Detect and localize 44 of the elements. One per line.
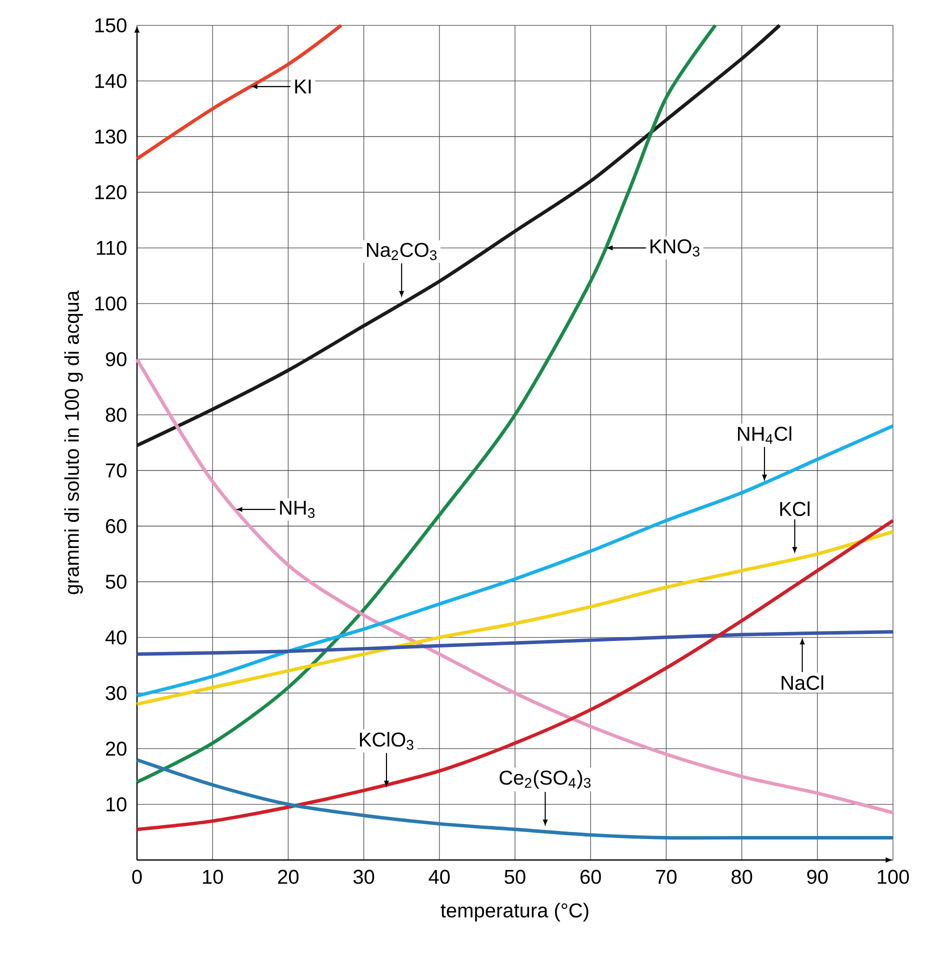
x-tick-label: 50 — [504, 870, 526, 884]
y-tick-label: 70 — [106, 463, 126, 478]
y-tick-label: 80 — [106, 408, 126, 422]
x-tick-label: 90 — [807, 870, 828, 884]
y-tick-label: 100 — [95, 296, 126, 311]
annotation: NaCl — [782, 675, 824, 690]
line-series — [135, 424, 895, 698]
x-tick-label: 100 — [878, 870, 909, 884]
line-series — [135, 24, 343, 161]
x-tick-label: 70 — [656, 870, 677, 884]
x-tick-label: 80 — [732, 870, 752, 884]
y-tick-label: 60 — [106, 519, 126, 534]
y-tick-label: 20 — [106, 742, 126, 756]
annotation: NH$_{3}$ — [280, 500, 315, 518]
annotation: KClO$_{3}$ — [360, 732, 414, 750]
line-series — [135, 758, 895, 840]
x-tick-label: 60 — [580, 870, 601, 884]
x-tick-label: 30 — [353, 870, 374, 884]
y-tick-label: 150 — [95, 18, 126, 32]
y-tick-label: 130 — [95, 130, 126, 144]
x-tick-label: 20 — [278, 870, 299, 884]
x-axis-title: temperatura (°C) — [440, 902, 588, 922]
x-tick-label: 40 — [428, 870, 450, 884]
annotation: Ce$_{2}$(SO$_{4}$)$_{3}$ — [500, 770, 591, 789]
y-tick-label: 30 — [106, 686, 126, 700]
y-tick-label: 90 — [106, 352, 126, 366]
line-series — [135, 357, 895, 814]
y-axis-title: grammi di soluto in 100 g di acqua — [64, 290, 83, 594]
y-tick-label: 40 — [105, 630, 126, 644]
y-tick-label: 10 — [106, 797, 126, 812]
line-series — [135, 518, 895, 832]
line-series — [135, 530, 895, 706]
annotation: KNO$_{3}$ — [650, 239, 700, 257]
line-series — [135, 630, 895, 656]
y-tick-label: 140 — [95, 74, 126, 88]
x-tick-label: 0 — [132, 870, 142, 884]
annotation: Na$_{2}$CO$_{3}$ — [366, 242, 437, 260]
y-tick-label: 120 — [95, 185, 126, 200]
annotation: NH$_{4}$Cl — [738, 426, 792, 444]
annotation: KCl — [780, 501, 810, 516]
y-tick-label: 110 — [96, 240, 126, 255]
annotation: KI — [295, 80, 311, 94]
x-tick-label: 10 — [203, 870, 223, 884]
y-tick-label: 50 — [106, 574, 126, 589]
